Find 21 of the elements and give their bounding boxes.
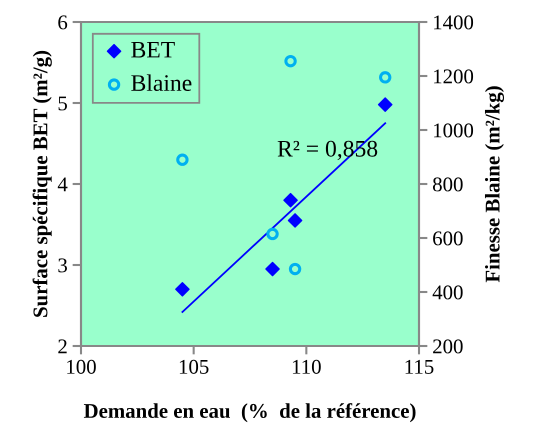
x-tick-label: 110 <box>292 360 321 374</box>
y2-tick-label: 200 <box>433 339 463 354</box>
y-tick-label: 2 <box>58 339 67 354</box>
x-tick-label: 115 <box>406 360 434 374</box>
y-tick-label: 4 <box>58 178 68 192</box>
y2-tick-label: 800 <box>432 177 463 192</box>
y2-tick-label: 400 <box>432 285 463 300</box>
legend-label: Blaine <box>131 74 192 92</box>
y-tick-label: 3 <box>58 258 67 272</box>
y2-axis-title: Finesse Blaine (m²/kg) <box>484 86 504 282</box>
y-tick-label: 6 <box>58 15 68 30</box>
y2-tick-label: 1000 <box>434 123 474 138</box>
y-tick-label: 5 <box>58 96 67 110</box>
x-tick-label: 100 <box>67 360 96 374</box>
legend-label: BET <box>131 42 175 58</box>
y-axis-title: Surface spécifique BET (m²/g) <box>32 50 52 317</box>
x-tick-label: 105 <box>180 360 208 374</box>
y2-tick-label: 600 <box>433 231 463 246</box>
y2-tick-label: 1400 <box>434 15 474 30</box>
y2-tick-label: 1200 <box>434 69 474 84</box>
x-axis-title: Demande en eau (% de la référence) <box>84 403 416 422</box>
